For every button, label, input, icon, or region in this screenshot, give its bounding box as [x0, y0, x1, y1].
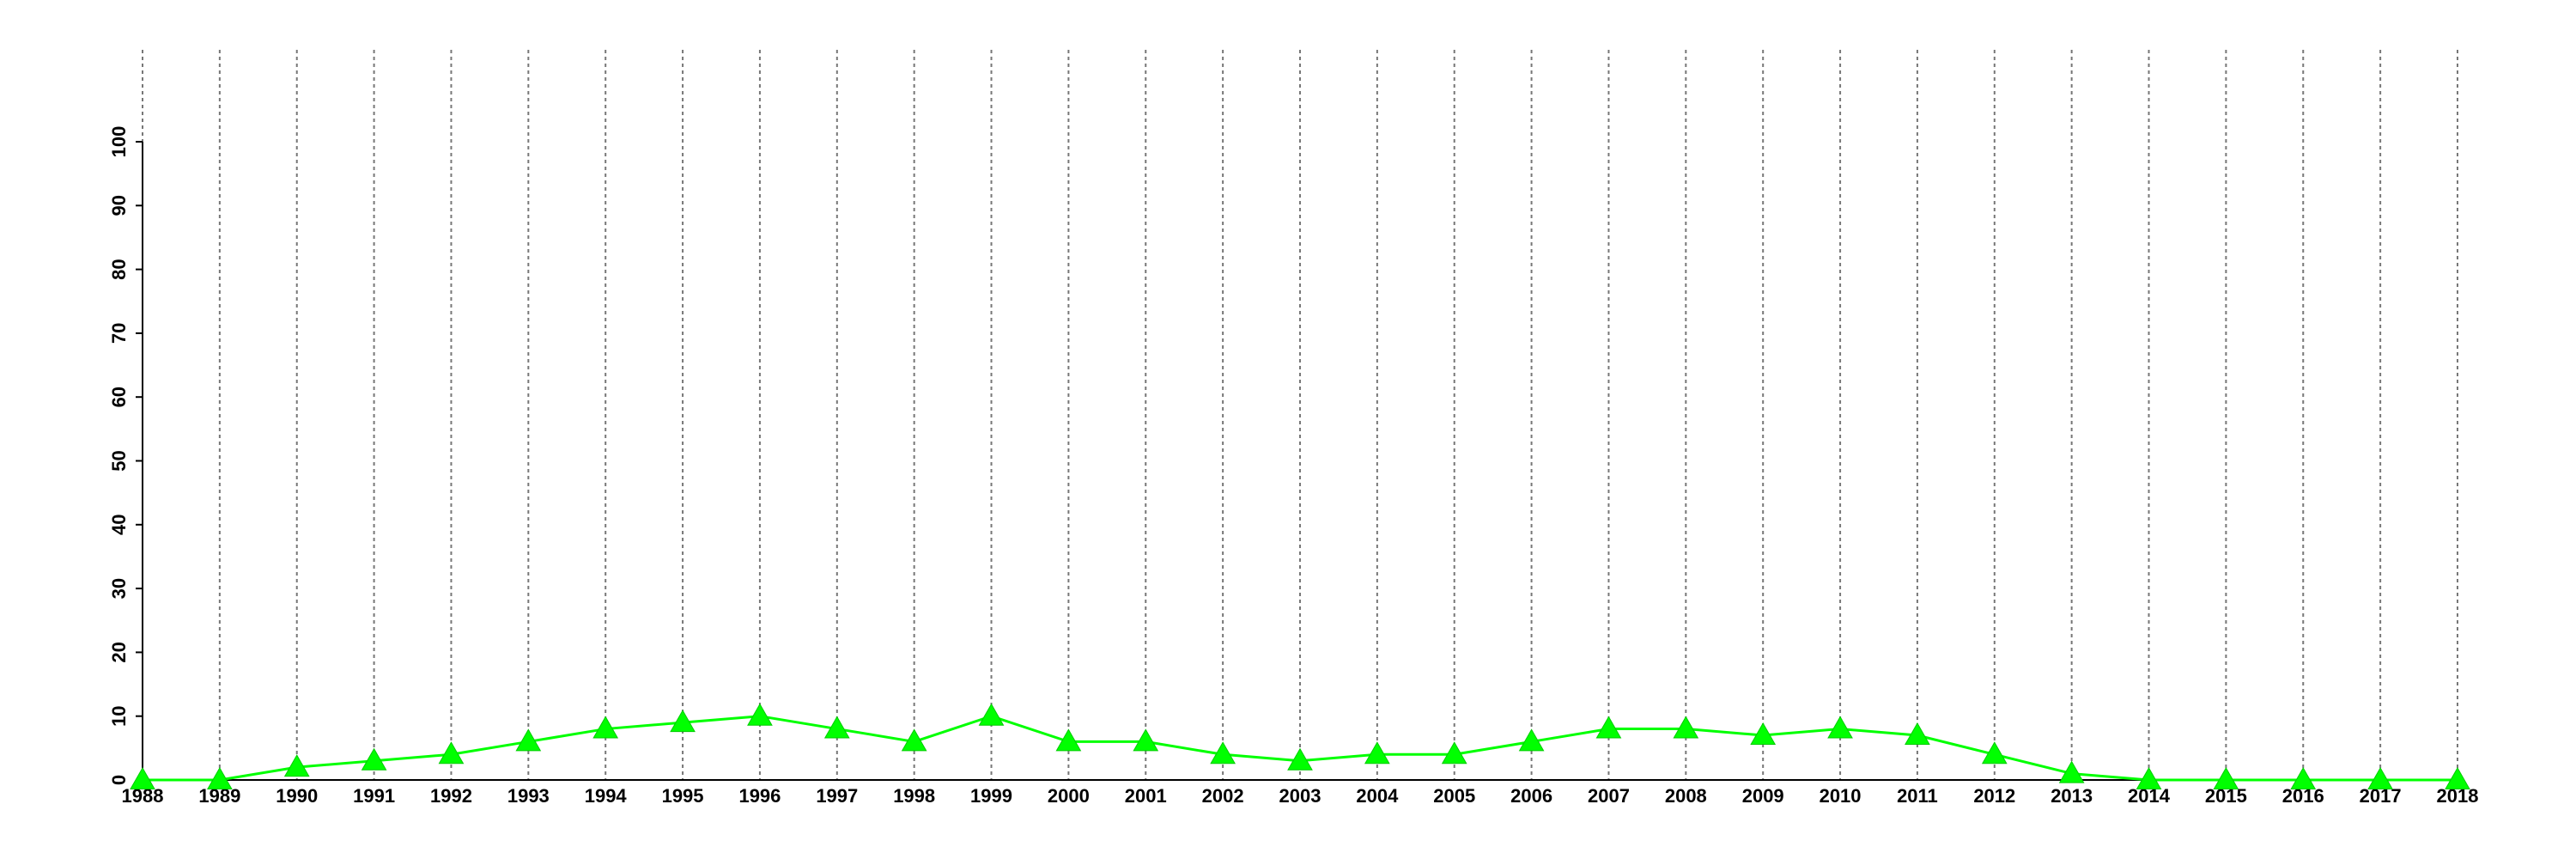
- x-tick-label: 1996: [738, 785, 781, 807]
- x-tick-label: 1994: [585, 785, 628, 807]
- x-tick-label: 2013: [2050, 785, 2093, 807]
- x-tick-label: 2012: [1973, 785, 2015, 807]
- data-point: [1518, 728, 1545, 752]
- data-point: [1827, 716, 1853, 739]
- data-point: [2290, 766, 2317, 789]
- y-tick-label: 10: [108, 705, 130, 726]
- y-tick-label: 100: [108, 126, 130, 158]
- x-tick-label: 2010: [1820, 785, 1862, 807]
- y-tick-label: 0: [108, 775, 130, 785]
- data-point: [1981, 741, 2008, 765]
- data-point: [747, 703, 773, 726]
- data-point: [592, 716, 619, 739]
- data-point: [2058, 760, 2085, 783]
- data-point: [515, 728, 542, 752]
- y-tick-label: 70: [108, 323, 130, 344]
- data-point: [2367, 766, 2393, 789]
- data-point: [1905, 722, 1930, 745]
- data-point: [1133, 728, 1159, 752]
- x-tick-label: 2007: [1588, 785, 1630, 807]
- data-point: [1441, 741, 1467, 765]
- data-point: [2445, 766, 2470, 789]
- data-point: [1055, 728, 1082, 752]
- data-point: [978, 703, 1005, 726]
- x-tick-label: 2009: [1742, 785, 1784, 807]
- data-point: [438, 741, 465, 765]
- y-tick-label: 30: [108, 578, 130, 599]
- data-point: [1364, 741, 1390, 765]
- x-tick-label: 1995: [662, 785, 704, 807]
- x-tick-label: 1990: [276, 785, 318, 807]
- y-tick-label: 20: [108, 642, 130, 662]
- x-tick-label: 1998: [893, 785, 935, 807]
- x-tick-label: 2002: [1202, 785, 1244, 807]
- data-point: [207, 766, 233, 789]
- data-point: [283, 754, 310, 777]
- x-tick-label: 2008: [1665, 785, 1707, 807]
- x-tick-label: 2011: [1897, 785, 1938, 807]
- x-tick-label: 1993: [507, 785, 550, 807]
- data-point: [1673, 716, 1699, 739]
- data-point: [901, 728, 927, 752]
- data-point: [2213, 766, 2239, 789]
- x-tick-label: 2001: [1125, 785, 1167, 807]
- data-point: [2136, 766, 2162, 789]
- data-point: [823, 716, 850, 739]
- x-tick-label: 2005: [1433, 785, 1475, 807]
- data-point: [1210, 741, 1236, 765]
- y-tick-label: 90: [108, 195, 130, 216]
- x-tick-label: 2003: [1279, 785, 1321, 807]
- data-point: [1595, 716, 1622, 739]
- x-tick-label: 1997: [816, 785, 858, 807]
- x-tick-label: 2000: [1048, 785, 1090, 807]
- data-point: [670, 710, 696, 733]
- data-point: [130, 766, 155, 789]
- x-tick-label: 1992: [430, 785, 472, 807]
- y-tick-label: 80: [108, 259, 130, 279]
- x-tick-label: 1991: [353, 785, 395, 807]
- y-tick-label: 40: [108, 515, 130, 535]
- x-tick-label: 2006: [1510, 785, 1552, 807]
- data-point: [1287, 747, 1313, 771]
- y-tick-label: 60: [108, 387, 130, 407]
- x-tick-label: 1999: [970, 785, 1012, 807]
- data-point: [361, 747, 387, 771]
- y-tick-label: 50: [108, 450, 130, 471]
- data-point: [1750, 722, 1777, 745]
- x-tick-label: 2004: [1356, 785, 1399, 807]
